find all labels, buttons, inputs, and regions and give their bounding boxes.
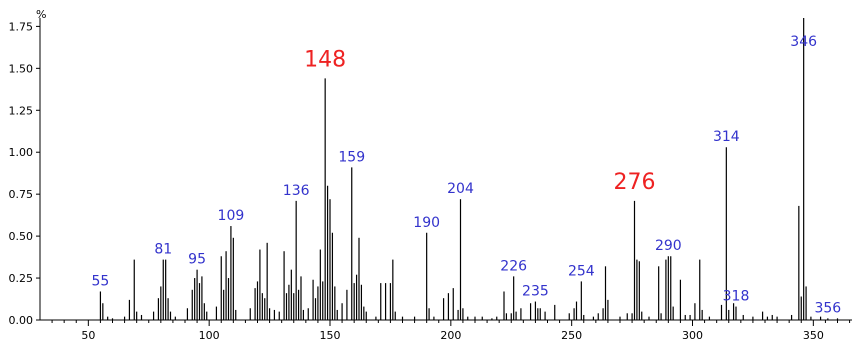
y-tick-label: 1.25	[9, 104, 34, 117]
y-tick-label: 0.75	[9, 188, 34, 201]
y-tick-label: 0.25	[9, 272, 34, 285]
peak-label: 190	[413, 215, 440, 231]
y-tick-label: 1.00	[9, 146, 34, 159]
peak-annotations: 55 81 95 109 136 148 159 190 204 226 235 254 276 290 3…	[92, 34, 842, 316]
axes	[39, 18, 852, 321]
peaks-group	[99, 18, 839, 320]
y-tick-label: 1.75	[9, 20, 34, 33]
peak-label: 226	[500, 258, 527, 274]
peak-label: 109	[218, 208, 245, 224]
x-tick-label: 150	[320, 329, 341, 342]
peak-label: 254	[568, 263, 595, 279]
y-axis-label: %	[36, 8, 46, 21]
x-tick-label: 250	[561, 329, 582, 342]
peak-label: 95	[188, 252, 206, 268]
x-tick-label: 350	[803, 329, 824, 342]
peak-label: 290	[655, 238, 682, 254]
y-ticks: 0.00 0.25 0.50 0.75 1.00 1.25 1.50 1.75	[9, 20, 40, 327]
peak-label: 276	[614, 170, 656, 195]
peak-label: 148	[304, 47, 346, 72]
x-tick-label: 200	[440, 329, 461, 342]
peak-label: 159	[338, 149, 365, 165]
x-ticks: 50 100 150 200 250 300 350	[51, 320, 851, 342]
peak-label: 318	[723, 289, 750, 305]
y-tick-label: 0.00	[9, 314, 34, 327]
x-tick-label: 300	[682, 329, 703, 342]
peak-label: 55	[92, 273, 110, 289]
x-tick-label: 50	[81, 329, 95, 342]
peak-label: 235	[522, 284, 549, 300]
peak-label: 346	[790, 34, 817, 50]
peak-label: 356	[814, 300, 841, 316]
x-tick-label: 100	[199, 329, 220, 342]
y-tick-label: 1.50	[9, 62, 34, 75]
peak-label: 204	[447, 181, 474, 197]
peak-label: 81	[154, 242, 172, 258]
y-tick-label: 0.50	[9, 230, 34, 243]
peak-label: 136	[283, 183, 310, 199]
peak-label: 314	[713, 129, 740, 145]
